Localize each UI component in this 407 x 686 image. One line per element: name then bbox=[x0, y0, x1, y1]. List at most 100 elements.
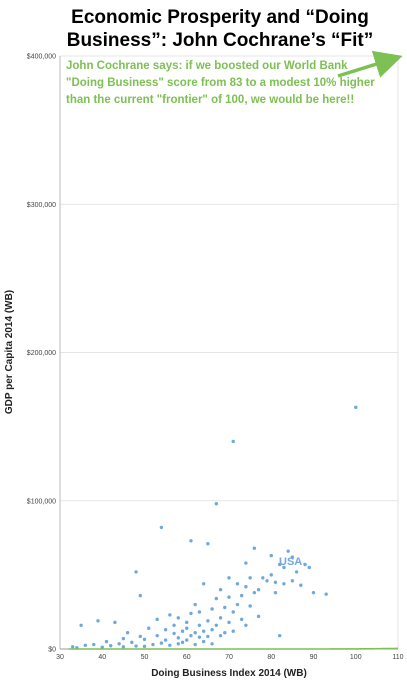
scatter-point bbox=[121, 645, 126, 649]
scatter-point bbox=[269, 553, 273, 558]
scatter-point bbox=[134, 644, 138, 648]
chart-title: Economic Prosperity and “Doing Business”… bbox=[66, 7, 374, 51]
scatter-point bbox=[218, 616, 223, 620]
scatter-point bbox=[176, 616, 180, 620]
scatter-point bbox=[104, 639, 109, 644]
scatter-point bbox=[265, 579, 269, 583]
y-tick-label: $400,000 bbox=[27, 54, 56, 61]
scatter-point bbox=[163, 628, 168, 632]
scatter-point bbox=[214, 623, 219, 627]
scatter-point bbox=[185, 626, 189, 630]
scatter-point bbox=[210, 642, 214, 646]
scatter-point bbox=[70, 645, 75, 649]
scatter-point bbox=[176, 636, 180, 640]
scatter-point bbox=[273, 590, 278, 595]
scatter-point bbox=[100, 645, 104, 649]
scatter-point bbox=[92, 642, 96, 647]
scatter-point bbox=[193, 602, 197, 607]
scatter-point bbox=[303, 562, 307, 567]
fit-curve bbox=[68, 647, 398, 650]
scatter-point bbox=[79, 623, 83, 627]
scatter-point bbox=[138, 593, 142, 598]
scatter-point bbox=[218, 588, 223, 592]
x-tick-label: 40 bbox=[98, 654, 106, 661]
scatter-point bbox=[134, 570, 138, 574]
x-tick-label: 90 bbox=[310, 654, 318, 661]
scatter-point bbox=[252, 546, 257, 550]
scatter-point bbox=[125, 630, 130, 635]
scatter-point bbox=[197, 623, 202, 627]
scatter-point bbox=[231, 629, 235, 633]
scatter-point bbox=[223, 605, 227, 610]
scatter-point bbox=[223, 630, 227, 635]
scatter-point bbox=[185, 620, 189, 625]
scatter-point bbox=[189, 633, 193, 638]
scatter-point bbox=[214, 502, 219, 506]
scatter-point bbox=[227, 620, 231, 625]
scatter-point bbox=[159, 641, 164, 645]
scatter-point bbox=[206, 542, 210, 546]
y-tick-label: $300,000 bbox=[27, 202, 56, 209]
scatter-point bbox=[218, 633, 223, 638]
y-tick-label: $100,000 bbox=[27, 498, 56, 505]
scatter-point bbox=[121, 636, 126, 641]
y-tick-label: $0 bbox=[48, 647, 56, 654]
scatter-point bbox=[324, 592, 328, 596]
annotation-arrow bbox=[337, 50, 403, 78]
scatter-point bbox=[83, 643, 88, 647]
scatter-point bbox=[290, 555, 295, 559]
scatter-point bbox=[227, 576, 231, 580]
scatter-point bbox=[155, 633, 159, 638]
scatter-point bbox=[109, 644, 113, 648]
scatter-point bbox=[210, 628, 214, 632]
scatter-point bbox=[248, 576, 252, 580]
scatter-point bbox=[155, 617, 159, 622]
scatter-point bbox=[244, 585, 248, 589]
x-tick-label: 80 bbox=[267, 654, 275, 661]
scatter-point bbox=[244, 561, 248, 565]
scatter-point bbox=[227, 595, 231, 599]
scatter-point bbox=[273, 580, 278, 584]
scatter-point bbox=[185, 638, 189, 642]
scatter-point bbox=[256, 614, 261, 619]
scatter-point bbox=[239, 593, 244, 598]
scatter-point bbox=[239, 617, 244, 622]
scatter-point bbox=[151, 642, 155, 647]
scatter-point bbox=[214, 596, 219, 601]
scatter-point bbox=[163, 638, 168, 642]
scatter-point bbox=[256, 588, 261, 592]
grid-lines bbox=[60, 55, 398, 650]
x-tick-label: 30 bbox=[56, 654, 64, 661]
scatter-point bbox=[248, 604, 252, 608]
scatter-point bbox=[172, 631, 176, 636]
scatter-point bbox=[261, 576, 265, 580]
data-points bbox=[70, 405, 358, 650]
scatter-point bbox=[168, 613, 172, 617]
scatter-point bbox=[235, 582, 240, 586]
x-tick-label: 110 bbox=[392, 654, 403, 661]
axes: $0 $100,000 $200,000 $300,000 $400,000 30 40 50… bbox=[27, 54, 404, 662]
fit-curve-group bbox=[68, 50, 403, 650]
scatter-point bbox=[138, 634, 142, 639]
usa-point-label: USA bbox=[279, 556, 303, 568]
scatter-point bbox=[278, 562, 282, 567]
x-tick-label: 100 bbox=[350, 654, 362, 661]
scatter-point bbox=[269, 573, 273, 577]
x-tick-label: 50 bbox=[141, 654, 149, 661]
scatter-point bbox=[201, 582, 206, 586]
y-tick-label: $200,000 bbox=[27, 350, 56, 357]
scatter-point bbox=[286, 549, 290, 553]
scatter-point bbox=[282, 582, 286, 586]
scatter-point bbox=[206, 634, 210, 639]
scatter-point bbox=[311, 590, 316, 595]
x-tick-label: 70 bbox=[225, 654, 233, 661]
scatter-point bbox=[180, 629, 185, 633]
scatter-point bbox=[294, 570, 299, 574]
scatter-point bbox=[201, 629, 206, 633]
scatter-point bbox=[193, 630, 197, 635]
scatter-point bbox=[231, 439, 235, 444]
scatter-point bbox=[244, 623, 248, 627]
scatter-point bbox=[142, 644, 147, 649]
annotation-text: John Cochrane says: if we boosted our Wo… bbox=[66, 60, 375, 106]
scatter-point bbox=[159, 525, 164, 530]
